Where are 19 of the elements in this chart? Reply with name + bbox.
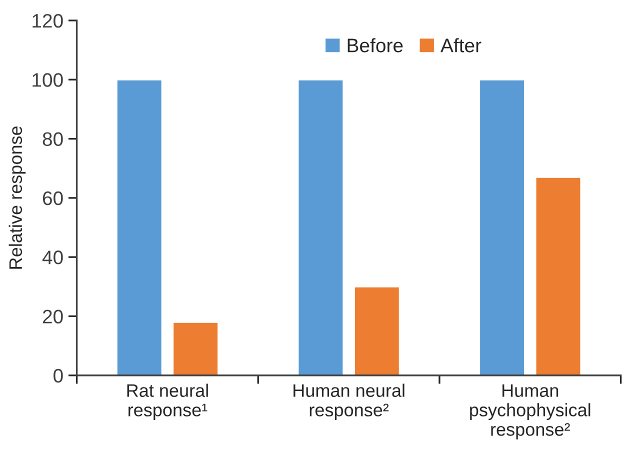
x-tick-label: Human neural response²	[294, 384, 404, 420]
y-tick-label: 40	[42, 250, 63, 264]
x-tick-label: Human psychophysical response²	[470, 384, 590, 440]
y-tick-label: 120	[32, 14, 63, 28]
legend-label: After	[440, 38, 482, 52]
bar	[478, 78, 526, 376]
legend-label: Before	[348, 38, 403, 52]
bar	[116, 78, 163, 376]
y-tick-label: 100	[32, 73, 63, 87]
y-tick-label: 20	[42, 310, 63, 324]
bar	[172, 321, 219, 376]
y-tick-label: 80	[42, 132, 63, 146]
y-tick-label: 60	[42, 191, 63, 206]
bar	[534, 176, 582, 376]
y-tick-label: 0	[54, 368, 63, 383]
x-tick-label: Rat neural response¹	[127, 384, 208, 420]
y-axis-title: Relative response	[8, 126, 26, 269]
bar	[297, 78, 344, 376]
bar	[354, 286, 400, 376]
